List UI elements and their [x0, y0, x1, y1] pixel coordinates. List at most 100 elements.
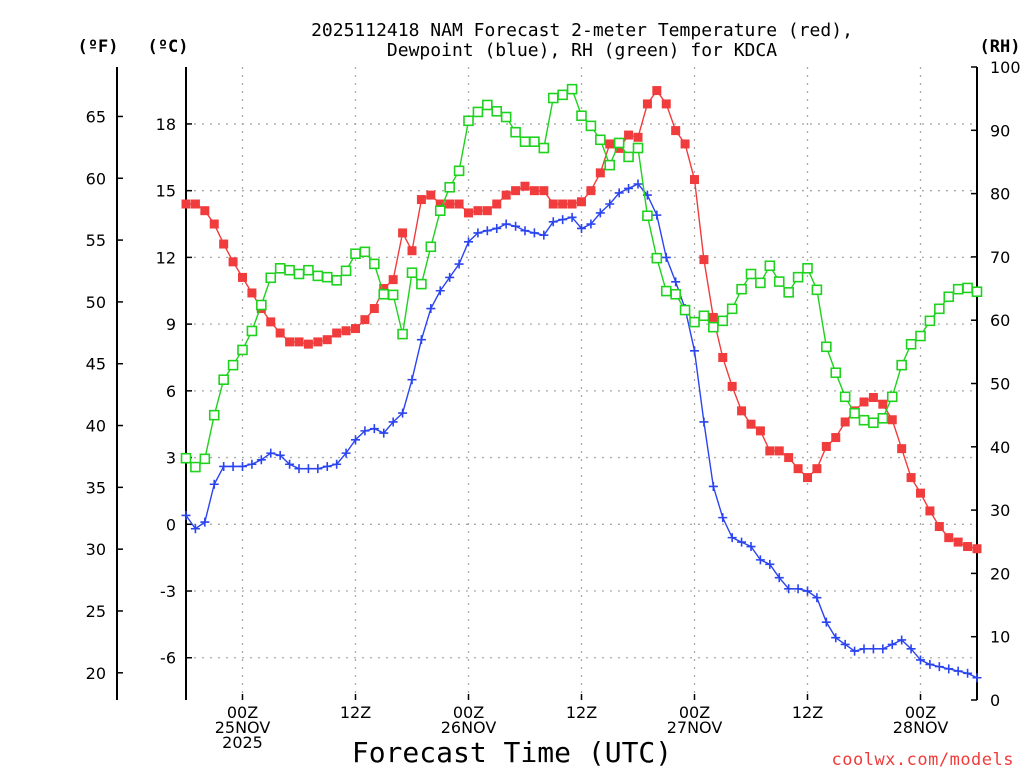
rh-point [698, 310, 710, 322]
dewpoint-point [200, 517, 210, 527]
dewpoint-point [831, 633, 841, 643]
dewpoint-point [887, 639, 897, 649]
rh-point [340, 265, 352, 277]
dewpoint-point [407, 375, 417, 385]
temperature-point [360, 315, 370, 325]
dewpoint-point [520, 226, 530, 236]
rh-tick-label: 40 [990, 438, 1010, 457]
rh-point [557, 89, 568, 101]
rh-tick-label: 10 [990, 628, 1010, 647]
rh-point [962, 282, 973, 294]
rh-point [877, 413, 889, 424]
rh-point [783, 287, 794, 298]
fahrenheit-tick-label: 35 [86, 478, 106, 497]
temperature-series [181, 86, 982, 554]
dewpoint-point [624, 183, 634, 193]
rh-point [566, 83, 578, 95]
temperature-point [755, 426, 765, 436]
credit-text: coolwx.com/models [832, 750, 1015, 768]
temperature-point [868, 393, 878, 403]
rh-point [792, 271, 804, 283]
dewpoint-point [303, 464, 313, 474]
temperature-point [718, 352, 728, 362]
temperature-point [511, 186, 521, 196]
rh-tick-label: 50 [990, 375, 1010, 394]
dewpoint-point [360, 426, 370, 436]
chart-title-line2: Dewpoint (blue), RH (green) for KDCA [387, 40, 777, 61]
rh-point [839, 391, 851, 403]
rh-point [764, 260, 776, 272]
rh-point [397, 328, 408, 340]
temperature-point [605, 139, 615, 149]
celsius-tick-label: 0 [166, 515, 176, 534]
temperature-point [944, 533, 954, 543]
fahrenheit-tick-label: 40 [86, 417, 106, 436]
temperature-point [181, 199, 191, 209]
rh-point [180, 452, 192, 464]
temperature-point [793, 464, 803, 474]
temperature-point [398, 228, 408, 238]
dewpoint-point [379, 428, 389, 438]
temperature-point [925, 506, 935, 516]
rh-point [858, 414, 870, 426]
temperature-point [784, 453, 794, 463]
temperature-point [586, 186, 596, 196]
rh-point [547, 92, 559, 104]
fahrenheit-tick-label: 30 [86, 540, 106, 559]
rh-tick-label: 100 [990, 58, 1021, 77]
temperature-point [878, 399, 888, 409]
dewpoint-point [925, 659, 935, 669]
celsius-tick-label: -6 [160, 649, 176, 668]
temperature-point [322, 335, 332, 345]
temperature-point [407, 246, 417, 256]
temperature-point [209, 219, 219, 229]
dewpoint-point [388, 417, 398, 427]
rh-point [227, 359, 239, 371]
dewpoint-point [595, 208, 605, 218]
temperature-point [916, 488, 925, 498]
fahrenheit-tick-label: 20 [86, 664, 106, 683]
temperature-point [341, 326, 351, 336]
dewpoint-point [529, 228, 539, 238]
rh-point [670, 288, 681, 300]
rh-point [934, 303, 945, 315]
temperature-point [746, 419, 756, 429]
dewpoint-point [718, 513, 728, 523]
celsius-tick-label: 6 [166, 382, 176, 401]
rh-point [293, 268, 305, 280]
x-tick-label: 00Z [905, 703, 936, 722]
rh-point [679, 304, 691, 316]
dewpoint-point [285, 459, 295, 469]
rh-point [613, 137, 625, 149]
dewpoint-point [944, 664, 954, 674]
dewpoint-point [859, 644, 869, 654]
temperature-point [332, 328, 342, 338]
temperature-point [774, 446, 784, 456]
dewpoint-point [906, 644, 916, 654]
dewpoint-point [238, 461, 247, 471]
temperature-point [661, 99, 671, 109]
dewpoint-point [464, 237, 473, 247]
fahrenheit-tick-label: 60 [86, 169, 106, 188]
temperature-line [186, 89, 978, 550]
rh-point [802, 262, 813, 274]
rh-point [434, 205, 446, 216]
rh-point [660, 285, 672, 297]
dewpoint-point [652, 210, 662, 220]
temperature-point [190, 199, 200, 209]
temperature-point [831, 433, 841, 443]
rh-point [538, 142, 550, 154]
dewpoint-point [341, 448, 351, 458]
rh-point [604, 159, 616, 171]
temperature-point [313, 337, 323, 347]
dewpoint-point [727, 533, 737, 543]
rh-point [491, 106, 503, 117]
rh-point [500, 111, 512, 123]
rh-point [811, 284, 823, 296]
temperature-point [567, 199, 577, 209]
temperature-point [953, 537, 963, 547]
rh-point [726, 303, 738, 315]
temperature-point [887, 415, 897, 425]
dewpoint-point [614, 188, 624, 198]
temperature-point [812, 464, 822, 474]
